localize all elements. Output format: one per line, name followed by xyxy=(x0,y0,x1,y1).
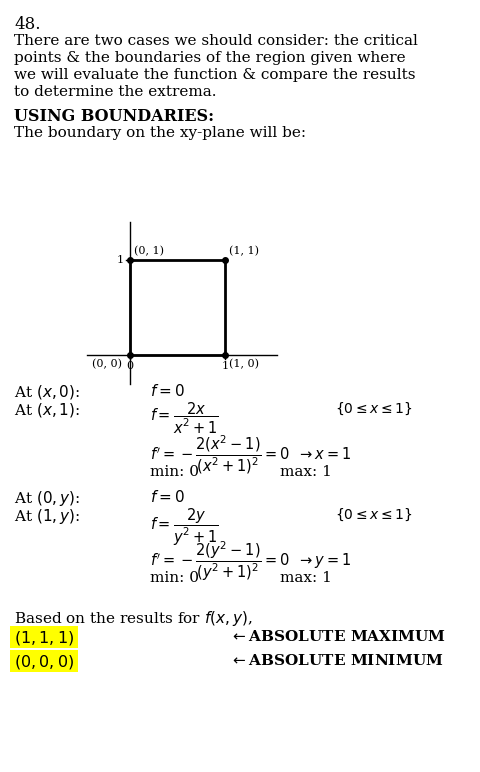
Text: $(0, 0, 0)$: $(0, 0, 0)$ xyxy=(14,653,74,671)
Text: max: 1: max: 1 xyxy=(280,571,332,585)
Text: 1: 1 xyxy=(117,255,124,265)
Text: There are two cases we should consider: the critical: There are two cases we should consider: … xyxy=(14,34,418,48)
Text: $\leftarrow$ABSOLUTE MAXIMUM: $\leftarrow$ABSOLUTE MAXIMUM xyxy=(230,629,446,644)
Text: $f = 0$: $f = 0$ xyxy=(150,489,185,505)
Text: $f = \dfrac{2y}{y^2+1}$: $f = \dfrac{2y}{y^2+1}$ xyxy=(150,507,219,548)
Text: we will evaluate the function & compare the results: we will evaluate the function & compare … xyxy=(14,68,416,82)
Text: At $(0,y)$:: At $(0,y)$: xyxy=(14,489,80,508)
Text: (1, 1): (1, 1) xyxy=(229,245,259,256)
Text: max: 1: max: 1 xyxy=(280,465,332,479)
Text: (1, 0): (1, 0) xyxy=(229,359,259,369)
Text: $f = 0$: $f = 0$ xyxy=(150,383,185,399)
Text: The boundary on the xy-plane will be:: The boundary on the xy-plane will be: xyxy=(14,126,306,140)
Text: $f = \dfrac{2x}{x^2+1}$: $f = \dfrac{2x}{x^2+1}$ xyxy=(150,401,219,436)
Text: 48.: 48. xyxy=(14,16,40,33)
Text: min: 0: min: 0 xyxy=(150,571,199,585)
Bar xyxy=(10,626,78,648)
Text: At $(x,0)$:: At $(x,0)$: xyxy=(14,383,80,401)
Text: points & the boundaries of the region given where: points & the boundaries of the region gi… xyxy=(14,51,406,65)
Text: At $(x,1)$:: At $(x,1)$: xyxy=(14,401,80,419)
Text: $\{0 \leq x \leq 1\}$: $\{0 \leq x \leq 1\}$ xyxy=(335,401,413,418)
Text: $(1, 1, 1)$: $(1, 1, 1)$ xyxy=(14,629,74,647)
Text: min: 0: min: 0 xyxy=(150,465,199,479)
Text: $\leftarrow$ABSOLUTE MINIMUM: $\leftarrow$ABSOLUTE MINIMUM xyxy=(230,653,444,668)
Text: $f' = -\dfrac{2(x^2-1)}{(x^2+1)^2} = 0 \;\;\rightarrow x = 1$: $f' = -\dfrac{2(x^2-1)}{(x^2+1)^2} = 0 \… xyxy=(150,433,351,476)
Text: (0, 0): (0, 0) xyxy=(92,359,122,369)
Text: Based on the results for $f(x,y)$,: Based on the results for $f(x,y)$, xyxy=(14,609,252,628)
Text: 0: 0 xyxy=(126,361,133,371)
Bar xyxy=(10,650,78,672)
Text: USING BOUNDARIES:: USING BOUNDARIES: xyxy=(14,108,214,125)
Text: $f' = -\dfrac{2(y^2-1)}{(y^2+1)^2} = 0 \;\;\rightarrow y = 1$: $f' = -\dfrac{2(y^2-1)}{(y^2+1)^2} = 0 \… xyxy=(150,539,351,583)
Text: At $(1,y)$:: At $(1,y)$: xyxy=(14,507,80,526)
Text: 1: 1 xyxy=(221,361,228,371)
Text: to determine the extrema.: to determine the extrema. xyxy=(14,85,216,99)
Text: (0, 1): (0, 1) xyxy=(134,245,164,256)
Text: $\{0 \leq x \leq 1\}$: $\{0 \leq x \leq 1\}$ xyxy=(335,507,413,523)
